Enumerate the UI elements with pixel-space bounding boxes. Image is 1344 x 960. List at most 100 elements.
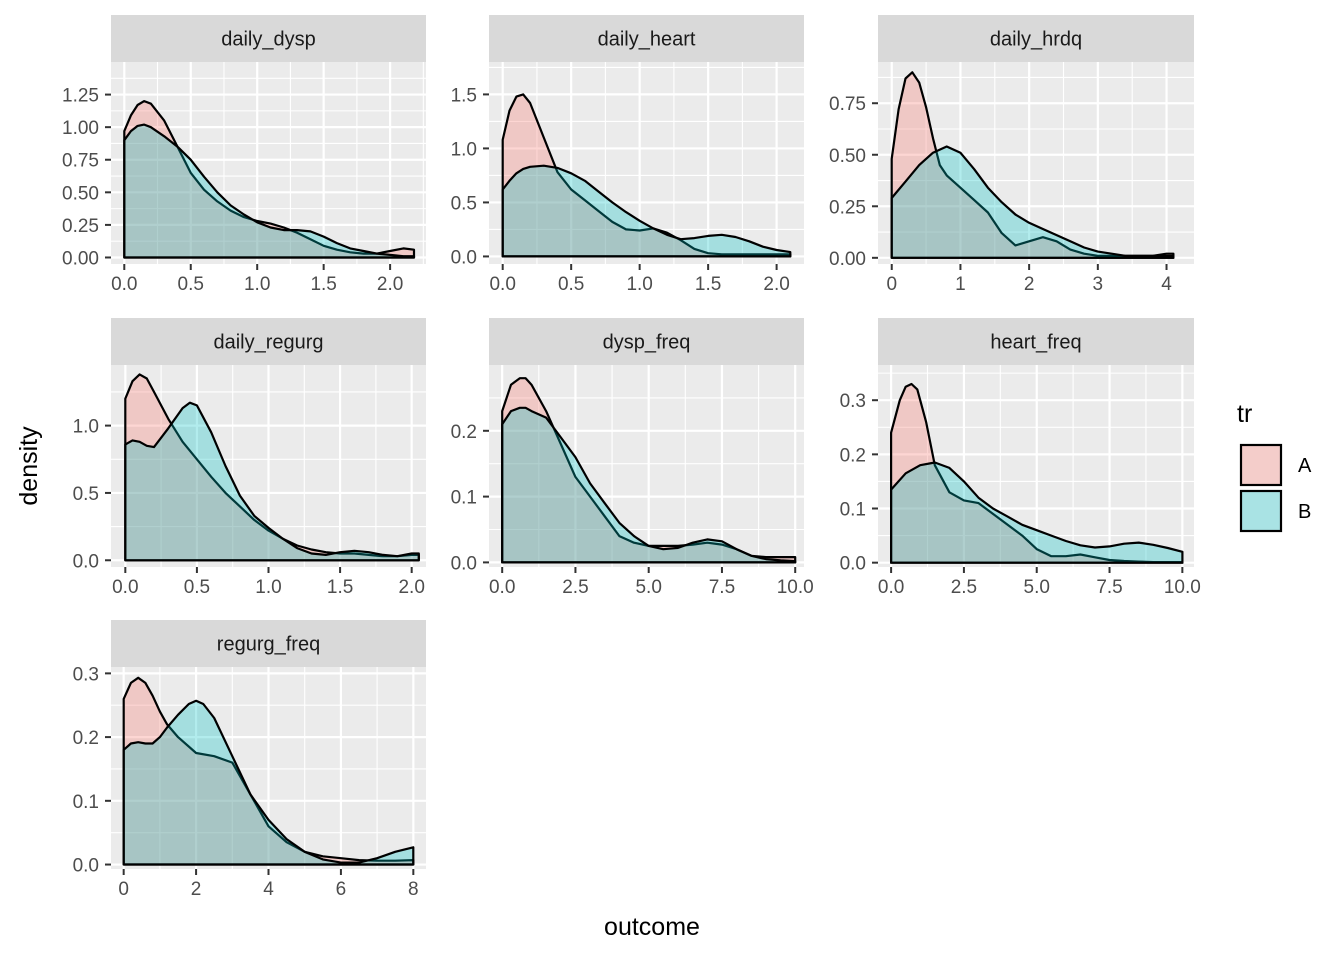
x-tick-label: 0.0 [489,274,515,295]
y-tick-label: 0.1 [73,792,99,813]
x-tick-label: 1.0 [255,577,281,598]
facet-panel-daily_hrdq: daily_hrdq 0 1 2 3 4 0.00 0.25 0.50 0.75 [829,15,1194,295]
x-tick-label: 10.0 [1164,577,1201,598]
y-tick-label: 0.0 [840,554,866,575]
y-tick-label: 0.2 [73,728,99,749]
facet-strip [111,15,426,62]
x-tick-label: 0.0 [878,577,904,598]
x-tick-label: 10.0 [777,577,814,598]
x-axis-title: outcome [604,913,700,941]
x-tick-label: 0.5 [558,274,584,295]
x-tick-label: 3 [1093,274,1104,295]
panel-background [878,62,1194,264]
y-tick-label: 0.75 [62,151,99,172]
y-tick-label: 1.5 [451,85,477,106]
facet-strip [111,620,426,667]
facet-panel-daily_dysp: daily_dysp 0.0 0.5 1.0 1.5 2.0 0.00 0.25 0.50 0.7… [62,15,426,295]
y-tick-label: 0.0 [73,856,99,877]
facet-panel-regurg_freq: regurg_freq 0 2 4 6 8 0.0 0.1 0.2 0.3 [73,620,426,900]
legend-label: A [1298,455,1312,477]
facet-panel-dysp_freq: dysp_freq 0.0 2.5 5.0 7.5 10.0 0.0 0.1 0.2 [451,318,814,598]
facet-title: regurg_freq [217,634,320,656]
facet-panel-daily_heart: daily_heart 0.0 0.5 1.0 1.5 2.0 0.0 0.5 1.0 1.5 [451,15,804,295]
facet-title: daily_heart [598,29,696,51]
y-tick-label: 0.00 [829,249,866,270]
y-tick-label: 0.50 [829,146,866,167]
legend-key-swatch [1239,489,1283,533]
y-tick-label: 1.0 [451,139,477,160]
facet-title: daily_regurg [213,332,323,354]
x-tick-label: 8 [408,879,419,900]
facet-strip [489,15,804,62]
y-tick-label: 0.5 [73,484,99,505]
x-tick-label: 2.5 [562,577,588,598]
density-area-B [890,145,1175,259]
x-tick-label: 2.5 [951,577,977,598]
y-tick-label: 1.0 [73,417,99,438]
legend: tr AB [1237,400,1312,533]
x-tick-label: 6 [336,879,347,900]
x-tick-label: 0 [118,879,129,900]
density-area-A [123,100,416,259]
y-tick-label: 0.1 [451,488,477,509]
facet-panel-daily_regurg: daily_regurg 0.0 0.5 1.0 1.5 2.0 0.0 0.5 1.0 [73,318,426,598]
x-tick-label: 1.5 [695,274,721,295]
y-tick-label: 0.00 [62,248,99,269]
x-tick-label: 1.5 [310,274,336,295]
y-tick-label: 0.3 [73,664,99,685]
facet-strip [878,318,1194,365]
legend-entry-B: B [1239,489,1311,533]
y-tick-label: 0.2 [840,445,866,466]
density-area-A [501,377,797,564]
x-tick-label: 0.0 [111,274,137,295]
y-tick-label: 0.0 [73,551,99,572]
y-tick-label: 0.25 [829,197,866,218]
legend-key-background [1240,444,1282,486]
facet-strip [878,15,1194,62]
y-tick-label: 0.1 [840,500,866,521]
x-tick-label: 1.0 [626,274,652,295]
x-tick-label: 4 [1161,274,1172,295]
density-area-B [501,164,792,258]
x-tick-label: 1 [955,274,966,295]
legend-entries: AB [1239,443,1312,533]
facet-title: daily_dysp [221,29,316,51]
panel-background [489,365,804,567]
facet-strip [489,318,804,365]
legend-entry-A: A [1239,443,1312,487]
x-tick-label: 7.5 [1096,577,1122,598]
y-tick-label: 0.2 [451,422,477,443]
density-area-B [122,699,415,866]
facet-panel-heart_freq: heart_freq 0.0 2.5 5.0 7.5 10.0 0.0 0.1 0.2 0.3 [840,318,1201,598]
legend-label: B [1298,501,1311,523]
density-area-A [501,93,792,258]
x-tick-label: 5.0 [1024,577,1050,598]
facet-title: heart_freq [990,332,1081,354]
x-tick-label: 0.5 [184,577,210,598]
y-tick-label: 1.00 [62,118,99,139]
y-tick-label: 0.0 [451,247,477,268]
x-tick-label: 0.0 [112,577,138,598]
density-area-B [123,123,416,259]
legend-key-background [1240,490,1282,532]
x-tick-label: 2.0 [377,274,403,295]
y-tick-label: 0.75 [829,94,866,115]
y-axis-title: density [15,426,43,506]
density-area-B [124,401,420,562]
y-tick-label: 1.25 [62,86,99,107]
x-tick-label: 7.5 [709,577,735,598]
y-tick-label: 0.0 [451,553,477,574]
legend-title: tr [1237,400,1252,428]
facet-strip [111,318,426,365]
density-area-B [501,406,797,564]
x-tick-label: 1.0 [244,274,270,295]
x-tick-label: 2.0 [763,274,789,295]
x-tick-label: 4 [263,879,274,900]
x-tick-label: 0.5 [178,274,204,295]
x-tick-label: 0.0 [489,577,515,598]
y-tick-label: 0.5 [451,193,477,214]
y-tick-label: 0.50 [62,183,99,204]
x-tick-label: 1.5 [327,577,353,598]
